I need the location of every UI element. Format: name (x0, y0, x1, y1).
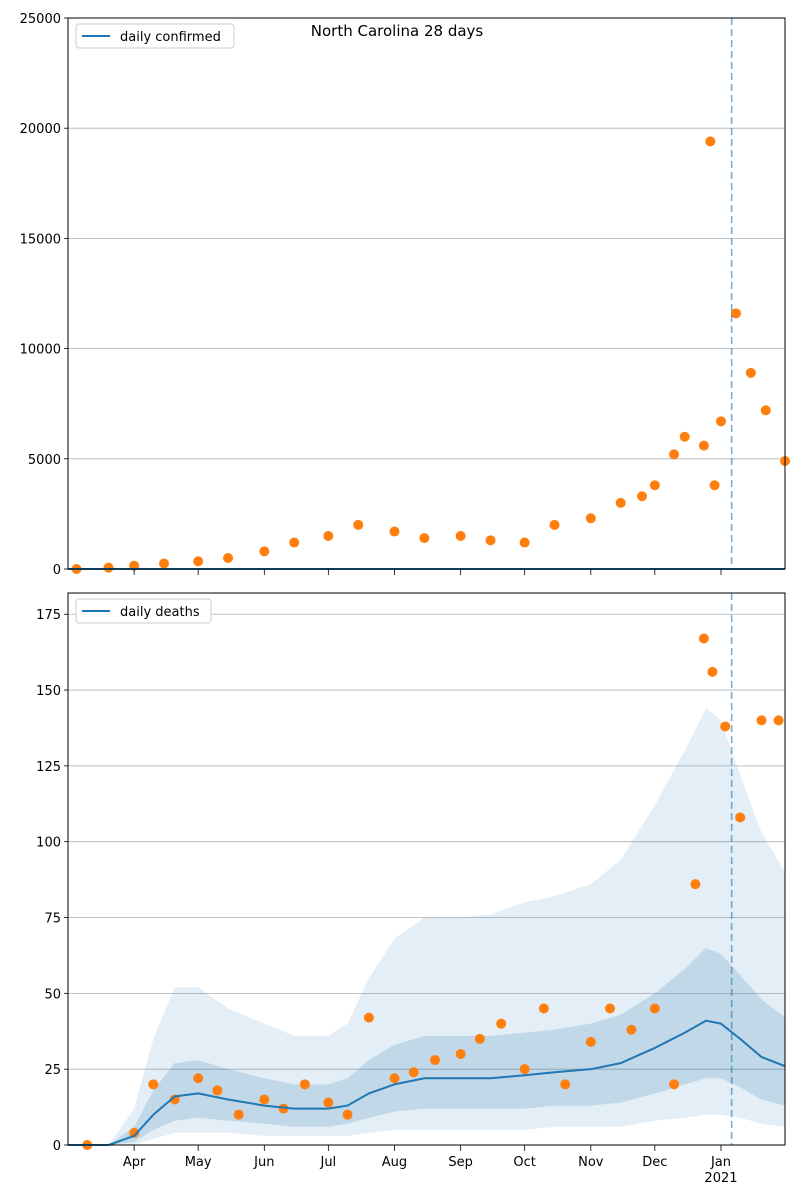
confirmed-panel: 0 5000 10000 15000 20000 25000 daily confirmed (20, 12, 790, 578)
observed-point (342, 1109, 353, 1120)
observed-point (278, 1103, 289, 1114)
observed-point (707, 666, 718, 677)
observed-point (585, 513, 596, 524)
observed-point (585, 1036, 596, 1047)
observed-point (773, 715, 784, 726)
y-tick-label: 125 (36, 760, 61, 775)
axes-frame (67, 17, 786, 570)
legend-label: daily confirmed (120, 30, 221, 45)
observed-point (193, 1073, 204, 1084)
observed-point (485, 535, 496, 546)
y-tick-label: 10000 (20, 343, 61, 358)
observed-point (698, 633, 709, 644)
observed-point (698, 440, 709, 451)
observed-point (474, 1033, 485, 1044)
observed-point (212, 1085, 223, 1096)
observed-point (615, 497, 626, 508)
y-tick-label: 15000 (20, 232, 61, 247)
legend-box (75, 23, 235, 49)
x-tick-label: May (185, 1155, 212, 1170)
observed-point (323, 530, 334, 541)
x-tick-label: Nov (578, 1155, 604, 1170)
observed-point (233, 1109, 244, 1120)
observed-point (363, 1012, 374, 1023)
observed-point (408, 1067, 419, 1078)
y-tick-label: 100 (36, 836, 61, 851)
y-tick-label: 5000 (28, 453, 61, 468)
observed-point (389, 1073, 400, 1084)
observed-point (323, 1097, 334, 1108)
observed-point (538, 1003, 549, 1014)
observed-point (259, 546, 270, 557)
observed-point (669, 449, 680, 460)
x-tick-year-label: 2021 (704, 1171, 737, 1186)
y-tick-label: 75 (44, 912, 61, 927)
legend-box (75, 598, 212, 624)
observed-point (148, 1079, 159, 1090)
legend-label: daily deaths (120, 605, 200, 620)
x-tick-label: Aug (382, 1155, 407, 1170)
chart-title: North Carolina 28 days (311, 22, 484, 40)
observed-point (669, 1079, 680, 1090)
observed-point (760, 405, 771, 416)
legend: daily confirmed (75, 23, 235, 49)
inner-band (68, 947, 785, 1145)
observed-point (605, 1003, 616, 1014)
observed-point (735, 812, 746, 823)
observed-point (519, 1064, 530, 1075)
observed-point (679, 431, 690, 442)
observed-point (259, 1094, 270, 1105)
observed-point (430, 1055, 441, 1066)
observed-point (715, 416, 726, 427)
y-tick-label: 175 (36, 608, 61, 623)
observed-point (649, 1003, 660, 1014)
observed-point (720, 721, 731, 732)
x-tick-label: Sep (448, 1155, 473, 1170)
observed-point (705, 136, 716, 147)
observed-point (103, 562, 114, 573)
y-tick-label: 20000 (20, 122, 61, 137)
observed-point (626, 1024, 637, 1035)
observed-point (637, 491, 648, 502)
observed-point (519, 537, 530, 548)
observed-point (129, 1127, 140, 1138)
observed-point (455, 1049, 466, 1060)
observed-point (389, 526, 400, 537)
y-tick-label: 0 (53, 1139, 61, 1154)
y-tick-label: 25000 (20, 12, 61, 27)
observed-point (649, 480, 660, 491)
observed-point (223, 552, 234, 563)
x-tick-label: Apr (123, 1155, 146, 1170)
observed-point (730, 308, 741, 319)
x-tick-label: Oct (513, 1155, 535, 1170)
observed-point (690, 879, 701, 890)
observed-point (419, 533, 430, 544)
x-tick-label: Jul (319, 1155, 336, 1170)
observed-point (745, 367, 756, 378)
observed-point (289, 537, 300, 548)
deaths-panel: 0 25 50 75 100 125 150 175 Apr May Jun Jul Aug Sep Oct… (36, 592, 786, 1186)
observed-point (159, 558, 170, 569)
observed-point (549, 519, 560, 530)
observed-point (496, 1018, 507, 1029)
legend: daily deaths (75, 598, 212, 624)
y-tick-label: 25 (44, 1063, 61, 1078)
observed-point (299, 1079, 310, 1090)
outer-band (68, 708, 785, 1145)
observed-point (455, 530, 466, 541)
x-tick-label: Jan (710, 1155, 731, 1170)
observed-point (353, 519, 364, 530)
y-tick-label: 150 (36, 684, 61, 699)
observed-point (756, 715, 767, 726)
y-tick-label: 50 (44, 987, 61, 1002)
observed-point (560, 1079, 571, 1090)
observed-point (193, 556, 204, 567)
model-line (68, 1019, 786, 1146)
observed-point (709, 480, 720, 491)
x-tick-label: Jun (253, 1155, 274, 1170)
y-tick-label: 0 (53, 563, 61, 578)
axes-frame (67, 592, 786, 1146)
x-tick-label: Dec (642, 1155, 667, 1170)
